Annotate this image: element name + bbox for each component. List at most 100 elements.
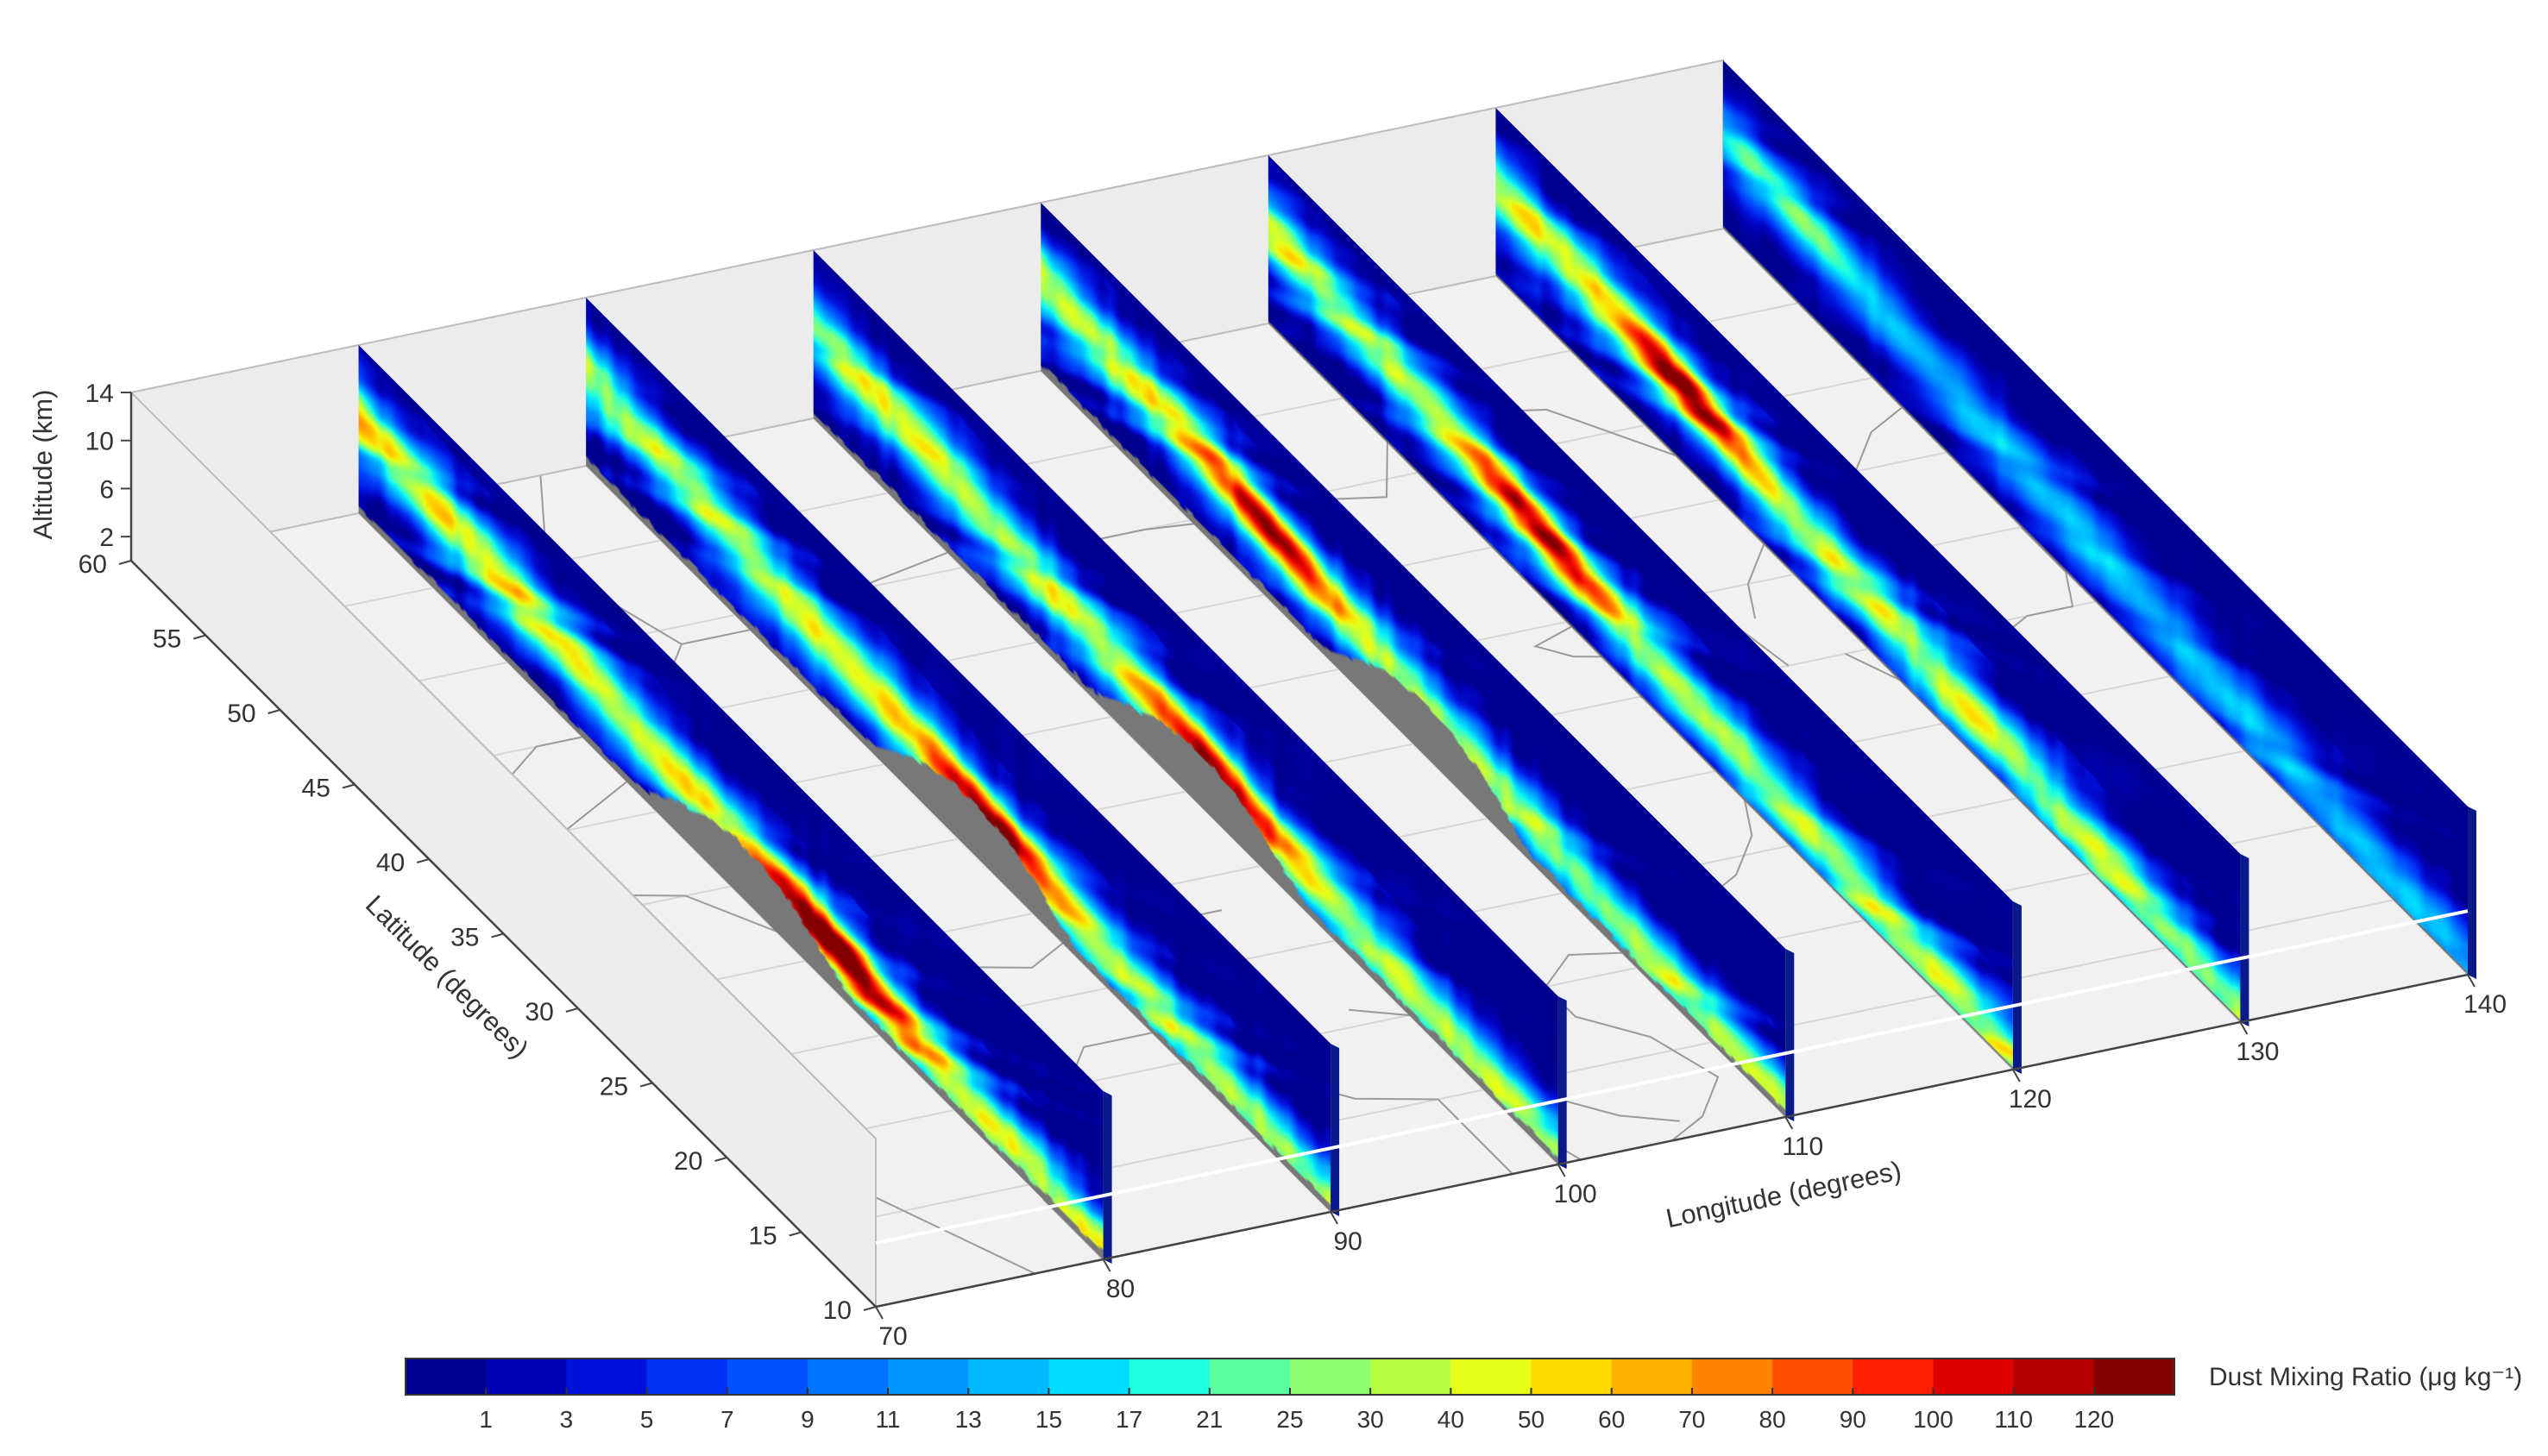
y-tick-label: 60	[79, 550, 107, 579]
z-tick-label: 10	[85, 428, 114, 456]
x-tick	[1557, 1164, 1566, 1177]
curtain-end-cap	[1331, 1044, 1340, 1216]
z-tick-label: 2	[99, 524, 114, 552]
colorbar-tick-label: 90	[1840, 1406, 1866, 1433]
y-tick	[714, 1157, 727, 1162]
x-tick	[1330, 1211, 1339, 1225]
y-tick-label: 50	[227, 700, 255, 728]
colorbar-segment	[406, 1359, 487, 1395]
z-tick-label: 6	[99, 475, 114, 504]
y-tick-label: 15	[748, 1222, 777, 1251]
y-tick-label: 45	[302, 775, 330, 803]
colorbar-segment	[1209, 1359, 1291, 1395]
x-axis-line	[875, 973, 2469, 1309]
x-tick-label: 140	[2463, 990, 2507, 1019]
colorbar-tick-label: 40	[1438, 1406, 1464, 1433]
z-tick-label: 14	[85, 380, 114, 408]
x-axis-title: Longitude (degrees)	[1664, 1155, 1904, 1233]
x-tick-label: 130	[2236, 1038, 2279, 1066]
front-edge-line	[875, 909, 2469, 1246]
colorbar-tick-label: 3	[560, 1406, 574, 1433]
colorbar-tick-label: 60	[1598, 1406, 1625, 1433]
y-tick	[863, 1306, 877, 1311]
colorbar-segment	[1450, 1359, 1532, 1395]
colorbar-tick-label: 11	[876, 1406, 901, 1433]
y-tick-label: 40	[376, 849, 405, 877]
colorbar-segment	[1048, 1359, 1130, 1395]
y-tick-label: 55	[153, 625, 181, 654]
colorbar-segment	[646, 1359, 728, 1395]
y-tick	[789, 1231, 802, 1237]
colorbar-tick-label: 15	[1035, 1406, 1062, 1433]
x-tick-label: 110	[1782, 1133, 1823, 1161]
colorbar-tick-label: 13	[955, 1406, 982, 1433]
colorbar-segment	[1691, 1359, 1773, 1395]
colorbar-tick-label: 9	[801, 1406, 815, 1433]
x-tick-label: 100	[1554, 1180, 1597, 1208]
y-tick	[193, 634, 206, 640]
colorbar-tick-label: 5	[640, 1406, 654, 1433]
colorbar-segment	[807, 1359, 889, 1395]
y-tick	[491, 932, 504, 938]
curtain-end-cap	[1103, 1091, 1112, 1264]
x-tick-label: 70	[878, 1322, 907, 1351]
y-tick	[267, 709, 280, 714]
colorbar-segment	[2013, 1359, 2095, 1395]
colorbar-segment	[968, 1359, 1050, 1395]
x-tick	[875, 1306, 884, 1320]
colorbar-tick-label: 7	[720, 1406, 734, 1433]
y-tick	[416, 858, 430, 863]
colorbar-segment	[1129, 1359, 1211, 1395]
colorbar-tick-label: 120	[2073, 1406, 2114, 1433]
colorbar-segment	[727, 1359, 808, 1395]
x-tick	[1102, 1258, 1111, 1272]
colorbar-segment	[1772, 1359, 1853, 1395]
y-tick-label: 20	[674, 1147, 702, 1176]
colorbar-segment	[1933, 1359, 2015, 1395]
colorbar: 1 3 5 7 9 11 13 15 17 21 25 30 40 50 60 70 80 90 100 110 120	[405, 1358, 2175, 1433]
colorbar-tick-label: 17	[1116, 1406, 1142, 1433]
colorbar-segment	[1853, 1359, 1935, 1395]
colorbar-segment	[2093, 1359, 2175, 1395]
y-tick-label: 35	[450, 924, 479, 952]
x-tick-label: 90	[1333, 1227, 1362, 1256]
x-tick-label: 120	[2009, 1085, 2052, 1114]
y-tick-label: 25	[600, 1073, 628, 1101]
z-axis-title: Altitude (km)	[28, 390, 58, 540]
colorbar-tick-label: 25	[1276, 1406, 1303, 1433]
colorbar-segment	[566, 1359, 648, 1395]
y-tick	[565, 1007, 579, 1013]
x-tick	[1784, 1116, 1794, 1130]
map-border-line	[1544, 1094, 1680, 1122]
y-tick	[639, 1082, 653, 1088]
curtain-end-cap	[1785, 949, 1795, 1121]
x-tick	[2239, 1021, 2249, 1035]
colorbar-tick-label: 110	[1994, 1406, 2033, 1433]
colorbar-tick-label: 30	[1357, 1406, 1384, 1433]
axes: 70 80 90 100 110 120 130 140 10 15 20 25 30 35 40 45 50 5…	[79, 380, 2507, 1351]
colorbar-tick-label: 50	[1518, 1406, 1545, 1433]
colorbar-tick-label: 80	[1759, 1406, 1786, 1433]
curtain-end-cap	[2012, 901, 2022, 1074]
colorbar-segment	[1290, 1359, 1371, 1395]
colorbar-segment	[888, 1359, 969, 1395]
y-tick	[118, 560, 132, 565]
y-tick-label: 10	[823, 1296, 852, 1325]
y-tick-label: 30	[525, 998, 553, 1026]
curtain-end-cap	[2240, 854, 2249, 1026]
x-tick	[2467, 974, 2476, 988]
colorbar-segment	[486, 1359, 567, 1395]
colorbar-tick-label: 21	[1196, 1406, 1223, 1433]
x-tick	[2011, 1069, 2021, 1083]
colorbar-tick-label: 100	[1913, 1406, 1953, 1433]
colorbar-tick-label: 70	[1678, 1406, 1705, 1433]
colorbar-segment	[1370, 1359, 1451, 1395]
colorbar-segment	[1531, 1359, 1613, 1395]
curtain-end-cap	[2468, 806, 2476, 979]
curtain-end-cap	[1557, 996, 1567, 1169]
x-tick-label: 80	[1106, 1275, 1135, 1303]
colorbar-title: Dust Mixing Ratio (μg kg⁻¹)	[2209, 1363, 2522, 1391]
colorbar-tick-label: 1	[479, 1406, 493, 1433]
